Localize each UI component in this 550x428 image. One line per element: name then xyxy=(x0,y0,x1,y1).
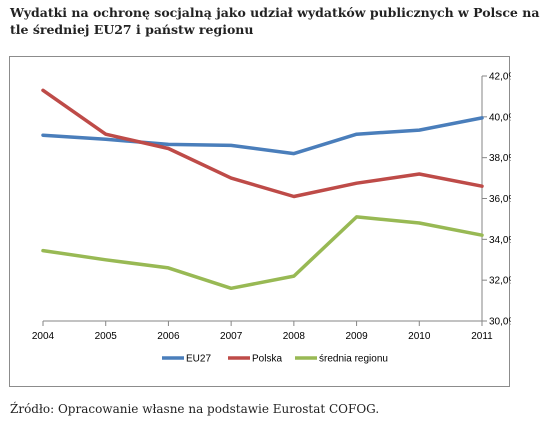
y-tick-label: 36,0% xyxy=(489,194,511,205)
x-tick-label: 2006 xyxy=(157,331,180,342)
legend-label-polska: Polska xyxy=(252,354,282,365)
y-tick-label: 30,0% xyxy=(489,317,511,328)
x-tick-label: 2010 xyxy=(408,331,431,342)
y-tick-label: 34,0% xyxy=(489,235,511,246)
y-tick-label: 38,0% xyxy=(489,153,511,164)
x-tick-label: 2009 xyxy=(345,331,368,342)
legend-label-eu27: EU27 xyxy=(186,354,211,365)
x-tick-label: 2007 xyxy=(220,331,243,342)
series-line-średnia-regionu xyxy=(41,215,484,291)
x-tick-label: 2011 xyxy=(471,331,493,342)
y-tick-label: 40,0% xyxy=(489,112,511,123)
chart-area: 30,0% 32,0% 34,0% 36,0% 38,0% 40,0% 42,0% 2004 2… xyxy=(9,56,511,387)
line-chart: 30,0% 32,0% 34,0% 36,0% 38,0% 40,0% 42,0% 2004 2… xyxy=(32,72,511,365)
legend-label-średnia-regionu: średnia regionu xyxy=(319,354,388,365)
chart-title: Wydatki na ochronę socjalną jako udział … xyxy=(10,5,540,37)
y-tick-label: 42,0% xyxy=(489,72,511,83)
x-tick-label: 2005 xyxy=(95,331,118,342)
series-line-eu27 xyxy=(41,116,484,156)
source-note: Źródło: Opracowanie własne na podstawie … xyxy=(10,402,380,416)
series-line-polska xyxy=(41,88,484,199)
x-tick-label: 2008 xyxy=(283,331,306,342)
x-tick-label: 2004 xyxy=(32,331,55,342)
y-tick-label: 32,0% xyxy=(489,276,511,287)
